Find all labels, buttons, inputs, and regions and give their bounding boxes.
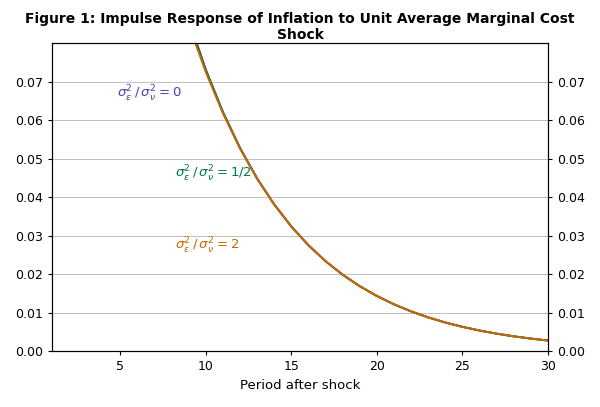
Text: $\sigma_\varepsilon^2\,/\,\sigma_\nu^2=1/2$: $\sigma_\varepsilon^2\,/\,\sigma_\nu^2=1… [175, 164, 252, 184]
Text: $\sigma_\varepsilon^2\,/\,\sigma_\nu^2=2$: $\sigma_\varepsilon^2\,/\,\sigma_\nu^2=2… [175, 236, 240, 256]
X-axis label: Period after shock: Period after shock [240, 379, 360, 392]
Text: Figure 1: Impulse Response of Inflation to Unit Average Marginal Cost
Shock: Figure 1: Impulse Response of Inflation … [25, 12, 575, 42]
Text: $\sigma_\varepsilon^2\,/\,\sigma_\nu^2=0$: $\sigma_\varepsilon^2\,/\,\sigma_\nu^2=0… [117, 83, 182, 103]
